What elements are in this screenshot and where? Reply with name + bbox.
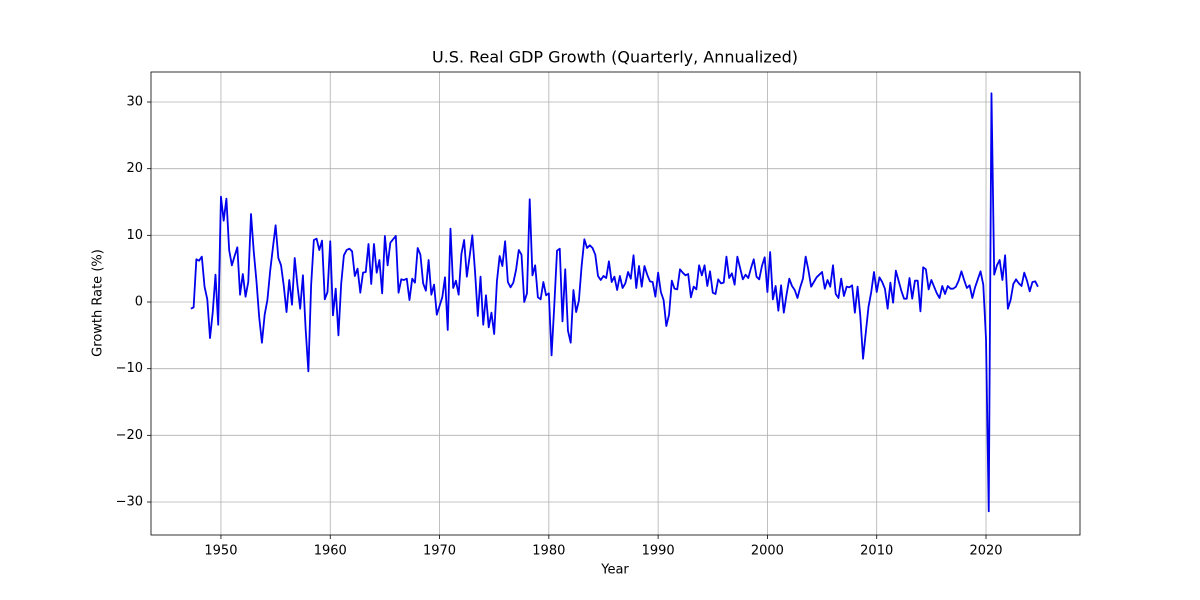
x-tick-label: 1960 <box>314 544 347 559</box>
y-axis-label: Growth Rate (%) <box>91 249 106 357</box>
y-tick-label: 10 <box>126 228 143 243</box>
y-tick-label: 30 <box>126 95 143 110</box>
x-tick-label: 2000 <box>751 544 784 559</box>
x-tick-label: 1980 <box>532 544 565 559</box>
x-axis-label: Year <box>600 563 629 578</box>
y-tick-label: 0 <box>135 295 143 310</box>
x-tick-label: 1970 <box>423 544 456 559</box>
x-tick-label: 2020 <box>969 544 1002 559</box>
chart-title: U.S. Real GDP Growth (Quarterly, Annuali… <box>432 48 798 67</box>
y-tick-label: −30 <box>116 495 143 510</box>
y-tick-label: 20 <box>126 161 143 176</box>
y-tick-label: −10 <box>116 361 143 376</box>
x-tick-label: 1950 <box>204 544 237 559</box>
x-tick-label: 2010 <box>860 544 893 559</box>
plot-frame <box>150 71 1081 536</box>
data-line <box>190 92 1039 513</box>
x-tick-label: 1990 <box>642 544 675 559</box>
y-tick-label: −20 <box>116 428 143 443</box>
